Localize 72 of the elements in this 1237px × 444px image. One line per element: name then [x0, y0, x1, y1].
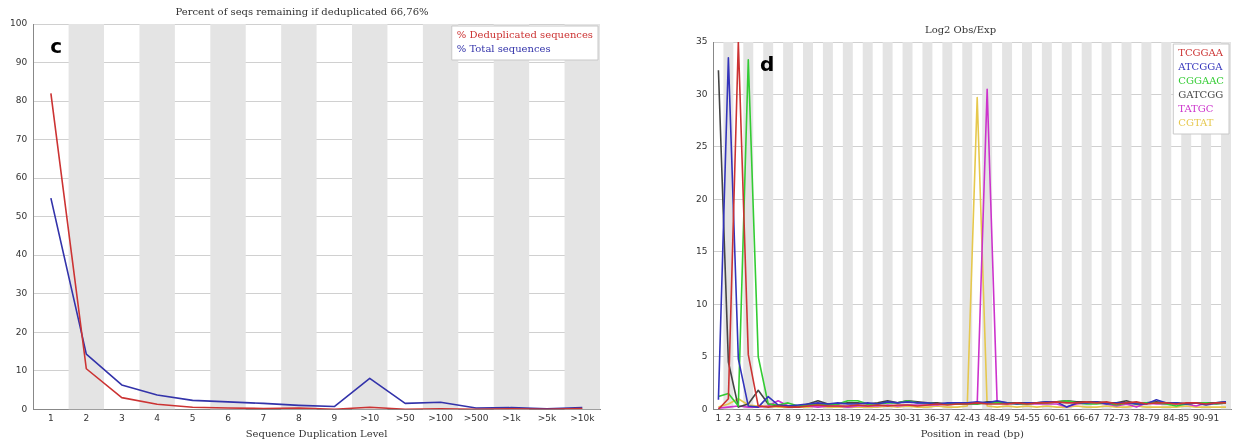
- x-tick-label: 78-79: [1133, 412, 1160, 423]
- chart-title: Log2 Obs/Exp: [924, 23, 997, 35]
- x-tick-label: 9: [331, 412, 338, 423]
- y-tick-label: 50: [15, 210, 28, 221]
- x-tick-label: >10: [360, 412, 380, 423]
- y-tick-label: 30: [15, 287, 28, 298]
- y-tick-label: 80: [15, 95, 28, 106]
- y-tick-label: 70: [15, 133, 28, 144]
- y-tick-label: 20: [15, 326, 28, 337]
- y-tick-label: 10: [696, 298, 708, 309]
- x-tick-label: 4: [745, 412, 752, 423]
- text: TATGC: [1178, 102, 1214, 114]
- annotation: c: [50, 34, 63, 59]
- text: % Total sequences: [456, 42, 551, 54]
- x-tick-label: >100: [428, 412, 454, 423]
- x-tick-label: 1: [48, 412, 54, 423]
- x-tick-label: 1: [715, 412, 722, 423]
- annotation: d: [760, 52, 775, 77]
- y-tick-label: 30: [696, 88, 708, 99]
- x-tick-label: >50: [395, 412, 415, 423]
- y-tick-label: 0: [701, 403, 708, 414]
- x-tick-label: 48-49: [984, 412, 1011, 423]
- x-tick-label: 6: [225, 412, 232, 423]
- x-tick-label: 2: [725, 412, 732, 423]
- x-tick-label: 30-31: [894, 412, 921, 423]
- x-tick-label: 36-37: [924, 412, 951, 423]
- x-axis-title: Sequence Duplication Level: [245, 427, 388, 439]
- x-tick-label: 66-67: [1073, 412, 1100, 423]
- x-tick-label: 12-13: [804, 412, 832, 423]
- x-tick-label: 5: [189, 412, 196, 423]
- x-tick-label: 7: [775, 412, 782, 423]
- x-tick-label: 3: [118, 412, 125, 423]
- x-tick-label: 7: [260, 412, 267, 423]
- x-axis-title: Position in read (bp): [920, 427, 1024, 439]
- y-tick-label: 60: [15, 172, 28, 183]
- x-tick-label: 2: [83, 412, 90, 423]
- x-tick-label: >500: [463, 412, 489, 423]
- text: CGTAT: [1178, 116, 1214, 128]
- y-tick-label: 90: [15, 56, 28, 67]
- x-tick-label: 18-19: [834, 412, 862, 423]
- chart-title: Percent of seqs remaining if deduplicated 66,76%: [175, 5, 429, 17]
- x-tick-label: 90-91: [1193, 412, 1220, 423]
- x-tick-label: 5: [755, 412, 762, 423]
- y-tick-label: 40: [15, 249, 28, 260]
- text: CGGAAC: [1178, 74, 1225, 86]
- x-tick-label: 24-25: [864, 412, 891, 423]
- x-tick-label: 4: [154, 412, 161, 423]
- text: GATCGG: [1178, 88, 1224, 100]
- y-tick-label: 10: [15, 365, 28, 376]
- x-tick-label: 9: [795, 412, 802, 423]
- x-tick-label: >10k: [570, 412, 596, 423]
- text: % Deduplicated sequences: [456, 28, 594, 40]
- y-tick-label: 20: [696, 193, 708, 204]
- x-tick-label: 8: [785, 412, 792, 423]
- y-tick-label: 0: [21, 403, 28, 414]
- x-tick-label: >5k: [537, 412, 557, 423]
- y-tick-label: 5: [701, 351, 708, 362]
- x-tick-label: 60-61: [1043, 412, 1070, 423]
- y-tick-label: 100: [9, 18, 28, 29]
- x-tick-label: 3: [735, 412, 742, 423]
- x-tick-label: 84-85: [1163, 412, 1190, 423]
- text: TCGGAA: [1178, 46, 1224, 58]
- x-tick-label: >1k: [502, 412, 522, 423]
- x-tick-label: 42-43: [954, 412, 981, 423]
- x-tick-label: 72-73: [1103, 412, 1130, 423]
- x-tick-label: 6: [765, 412, 772, 423]
- y-tick-label: 25: [696, 141, 708, 152]
- x-tick-label: 8: [296, 412, 303, 423]
- text: ATCGGA: [1177, 60, 1224, 72]
- y-tick-label: 35: [696, 36, 708, 47]
- y-tick-label: 15: [696, 246, 708, 257]
- x-tick-label: 54-55: [1013, 412, 1041, 423]
